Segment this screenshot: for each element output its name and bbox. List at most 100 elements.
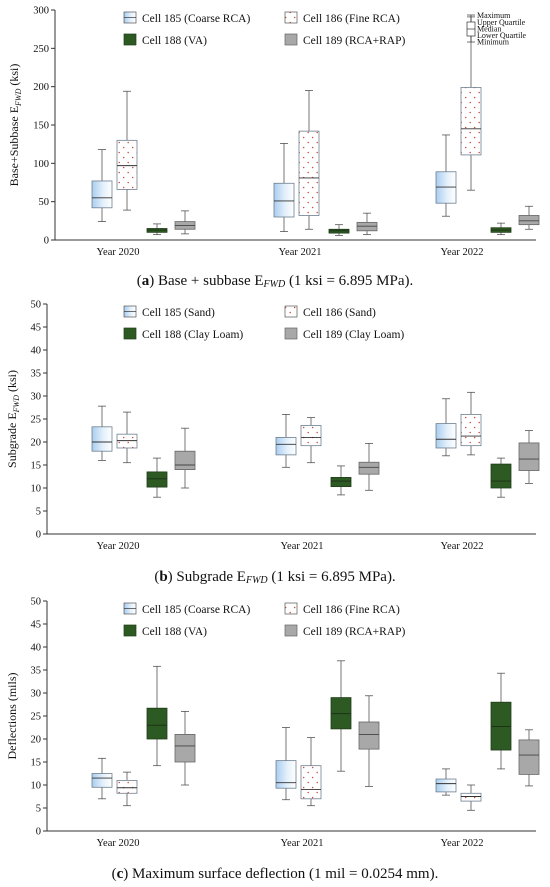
x-axis-labels: Year 2020 Year 2021 Year 2022 bbox=[97, 247, 484, 258]
y-tick-label: 50 bbox=[31, 597, 42, 608]
y-axis-ticks: 0 5 10 15 20 25 30 35 40 45 50 bbox=[31, 597, 47, 838]
y-tick-label: 10 bbox=[31, 484, 42, 495]
box-dotted-1 bbox=[300, 737, 322, 807]
box-dotted-1 bbox=[300, 417, 322, 464]
box-iqr bbox=[435, 778, 457, 793]
box-dark-2 bbox=[490, 672, 512, 770]
caption-c: (c) Maximum surface deflection (1 mil = … bbox=[112, 866, 439, 882]
box-iqr bbox=[300, 765, 322, 800]
legend-item-cell-189: Cell 189 (RCA+RAP) bbox=[284, 33, 405, 47]
box-iqr bbox=[490, 701, 512, 751]
y-tick-label: 5 bbox=[36, 507, 41, 518]
box-iqr bbox=[490, 463, 512, 489]
y-tick-label: 45 bbox=[31, 323, 42, 334]
x-tick-label: Year 2022 bbox=[441, 247, 484, 258]
x-tick-label: Year 2020 bbox=[97, 247, 140, 258]
y-tick-label: 50 bbox=[39, 197, 50, 208]
caption-a: (a) Base + subbase EFWD (1 ksi = 6.895 M… bbox=[137, 273, 413, 290]
box-plots bbox=[91, 16, 540, 236]
box-dotted-0 bbox=[116, 771, 138, 807]
box-gradient-1 bbox=[273, 142, 295, 232]
y-tick-label: 150 bbox=[33, 121, 49, 132]
svg-text:Cell 189 (RCA+RAP): Cell 189 (RCA+RAP) bbox=[303, 626, 405, 638]
box-gray-1 bbox=[356, 212, 378, 236]
box-iqr bbox=[358, 721, 380, 750]
y-tick-label: 25 bbox=[31, 712, 42, 723]
box-dark-0 bbox=[146, 665, 168, 767]
svg-text:Cell 186 (Fine RCA): Cell 186 (Fine RCA) bbox=[303, 604, 400, 616]
legend-item-cell-188: Cell 188 (VA) bbox=[123, 624, 207, 638]
y-axis-label: Deflections (mils) bbox=[5, 673, 19, 760]
box-iqr bbox=[435, 423, 457, 449]
box-dotted-0 bbox=[116, 411, 138, 464]
box-iqr bbox=[91, 426, 113, 452]
y-tick-label: 40 bbox=[31, 643, 42, 654]
svg-text:Cell 186 (Sand): Cell 186 (Sand) bbox=[303, 307, 376, 319]
box-gradient-0 bbox=[91, 757, 113, 800]
box-iqr bbox=[330, 477, 352, 488]
y-axis-ticks: 0 50 100 150 200 250 300 bbox=[33, 6, 55, 247]
svg-text:Cell 185 (Sand): Cell 185 (Sand) bbox=[142, 307, 215, 319]
box-dark-1 bbox=[328, 224, 350, 236]
y-tick-label: 35 bbox=[31, 369, 42, 380]
svg-text:Cell 185 (Coarse RCA): Cell 185 (Coarse RCA) bbox=[142, 604, 250, 616]
box-iqr bbox=[518, 739, 540, 775]
svg-text:Cell 188 (VA): Cell 188 (VA) bbox=[142, 35, 207, 47]
svg-text:Lower Quartile: Lower Quartile bbox=[477, 31, 527, 40]
box-gray-0 bbox=[174, 427, 196, 489]
x-tick-label: Year 2020 bbox=[97, 541, 140, 552]
svg-text:Cell 186 (Fine RCA): Cell 186 (Fine RCA) bbox=[303, 13, 400, 25]
box-iqr bbox=[518, 442, 540, 471]
box-gradient-0 bbox=[91, 405, 113, 461]
box-iqr bbox=[116, 139, 138, 190]
y-tick-label: 250 bbox=[33, 44, 49, 55]
y-tick-label: 0 bbox=[36, 530, 41, 541]
box-gray-2 bbox=[518, 430, 540, 484]
box-iqr bbox=[330, 697, 352, 730]
legend-item-cell-185: Cell 185 (Sand) bbox=[123, 305, 215, 319]
box-iqr bbox=[275, 436, 297, 456]
x-axis-labels: Year 2020 Year 2021 Year 2022 bbox=[97, 541, 484, 552]
box-gradient-0 bbox=[91, 149, 113, 223]
x-axis-labels: Year 2020 Year 2021 Year 2022 bbox=[97, 838, 484, 849]
box-key-legend: Maximum Upper Quartile Median Lower Quar… bbox=[466, 11, 527, 47]
box-iqr bbox=[518, 215, 540, 226]
y-tick-label: 50 bbox=[31, 300, 42, 311]
legend-item-cell-186: Cell 186 (Sand) bbox=[284, 305, 376, 319]
y-tick-label: 15 bbox=[31, 758, 42, 769]
box-dark-0 bbox=[146, 223, 168, 236]
legend-item-cell-186: Cell 186 (Fine RCA) bbox=[284, 11, 400, 25]
svg-text:Cell 188 (VA): Cell 188 (VA) bbox=[142, 626, 207, 638]
y-tick-label: 200 bbox=[33, 82, 49, 93]
x-tick-label: Year 2022 bbox=[441, 838, 484, 849]
box-iqr bbox=[174, 450, 196, 471]
svg-text:Maximum: Maximum bbox=[477, 11, 511, 20]
legend-item-cell-189: Cell 189 (RCA+RAP) bbox=[284, 624, 405, 638]
box-dark-0 bbox=[146, 457, 168, 498]
box-gray-1 bbox=[358, 695, 380, 787]
x-tick-label: Year 2021 bbox=[281, 838, 324, 849]
box-iqr bbox=[146, 471, 168, 488]
caption-b: (b) Subgrade EFWD (1 ksi = 6.895 MPa). bbox=[154, 569, 395, 586]
box-dark-1 bbox=[330, 660, 352, 772]
box-dotted-2 bbox=[460, 391, 482, 456]
svg-text:Cell 188 (Clay Loam): Cell 188 (Clay Loam) bbox=[142, 329, 243, 341]
box-gradient-2 bbox=[435, 768, 457, 796]
legend-item-cell-185: Cell 185 (Coarse RCA) bbox=[123, 602, 250, 616]
box-iqr bbox=[358, 461, 380, 475]
box-iqr bbox=[91, 180, 113, 209]
y-tick-label: 40 bbox=[31, 346, 42, 357]
box-iqr bbox=[91, 773, 113, 788]
svg-text:Minimum: Minimum bbox=[477, 38, 510, 47]
y-tick-label: 0 bbox=[36, 827, 41, 838]
legend-item-cell-189: Cell 189 (Clay Loam) bbox=[284, 327, 404, 341]
legend: Cell 185 (Coarse RCA) Cell 186 (Fine RCA… bbox=[123, 11, 405, 47]
box-iqr bbox=[174, 734, 196, 763]
legend: Cell 185 (Sand) Cell 186 (Sand) Cell 188… bbox=[123, 305, 404, 341]
y-tick-label: 15 bbox=[31, 461, 42, 472]
box-gradient-1 bbox=[275, 413, 297, 468]
box-dark-2 bbox=[490, 457, 512, 498]
svg-text:Cell 185 (Coarse RCA): Cell 185 (Coarse RCA) bbox=[142, 13, 250, 25]
